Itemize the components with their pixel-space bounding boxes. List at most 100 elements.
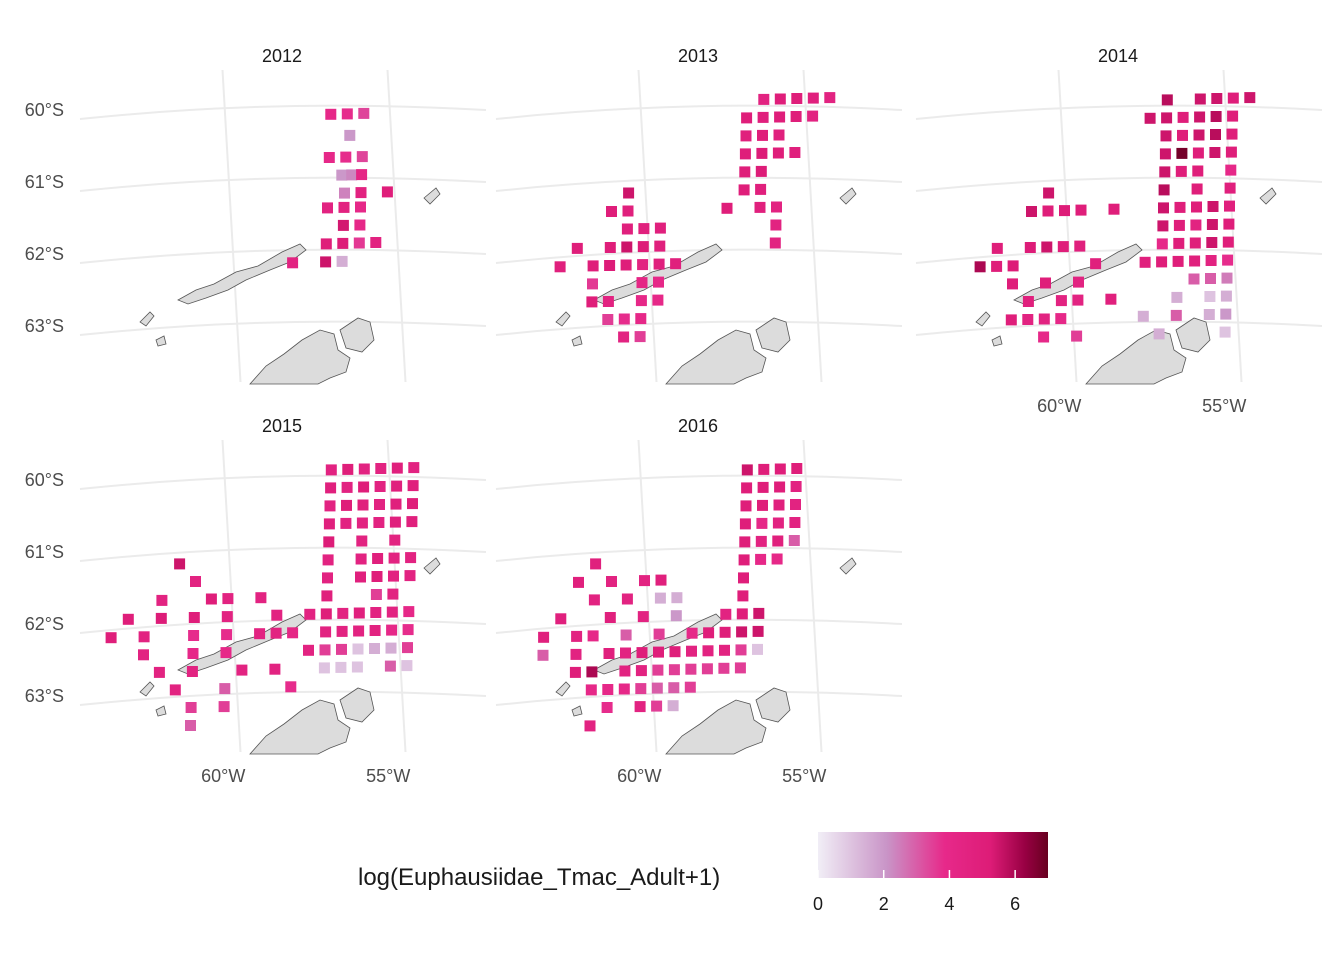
data-cell bbox=[205, 593, 217, 605]
data-cell bbox=[1176, 147, 1188, 159]
grid-parallel bbox=[495, 618, 903, 635]
x-tick-label: 60°W bbox=[617, 766, 661, 786]
y-tick-label: 61°S bbox=[25, 172, 64, 192]
data-cell bbox=[188, 630, 200, 641]
data-cell bbox=[375, 463, 387, 474]
data-cell bbox=[573, 576, 584, 588]
data-cell bbox=[1226, 128, 1238, 140]
data-cell bbox=[356, 151, 368, 163]
data-cell bbox=[271, 609, 283, 621]
data-cell bbox=[736, 608, 748, 620]
data-cell bbox=[752, 643, 763, 655]
data-cell bbox=[1190, 219, 1202, 231]
data-cell bbox=[718, 662, 730, 674]
data-cell bbox=[371, 571, 383, 582]
data-cell bbox=[1191, 201, 1202, 213]
data-cell bbox=[669, 646, 681, 658]
data-cell bbox=[351, 661, 363, 673]
data-cell bbox=[341, 499, 352, 511]
data-cell bbox=[637, 259, 649, 271]
data-cell bbox=[638, 223, 650, 235]
data-cell bbox=[654, 592, 666, 604]
data-cell bbox=[389, 516, 401, 528]
data-cell bbox=[356, 535, 368, 547]
data-cell bbox=[1090, 258, 1102, 270]
landmass bbox=[755, 317, 791, 353]
data-cell bbox=[155, 612, 167, 624]
data-cell bbox=[1022, 296, 1034, 307]
data-cell bbox=[337, 219, 349, 231]
x-tick-label: 55°W bbox=[782, 766, 826, 786]
data-cell bbox=[304, 608, 316, 620]
x-tick-label: 55°W bbox=[366, 766, 410, 786]
data-cell bbox=[1173, 219, 1185, 231]
landmass bbox=[991, 335, 1003, 347]
data-cell bbox=[1137, 310, 1149, 322]
data-cell bbox=[270, 627, 282, 639]
grid-parallel bbox=[495, 474, 903, 491]
data-cell bbox=[639, 575, 650, 587]
data-cell bbox=[634, 331, 646, 343]
data-cell bbox=[404, 570, 416, 582]
landmass bbox=[139, 311, 155, 327]
data-cell bbox=[1211, 93, 1223, 104]
data-cell bbox=[721, 202, 733, 214]
data-cell bbox=[667, 700, 679, 712]
data-cell bbox=[1209, 147, 1221, 158]
data-cell bbox=[772, 147, 784, 159]
data-cell bbox=[587, 630, 599, 642]
data-cell bbox=[741, 482, 753, 494]
data-cell bbox=[321, 590, 333, 602]
data-cell bbox=[287, 627, 299, 639]
landmass bbox=[555, 311, 571, 327]
data-cell bbox=[789, 517, 801, 528]
data-cell bbox=[1139, 256, 1151, 268]
data-cell bbox=[790, 481, 802, 492]
data-cell bbox=[738, 184, 750, 196]
data-cell bbox=[1144, 112, 1156, 124]
data-cell bbox=[791, 463, 803, 474]
data-cell bbox=[652, 664, 664, 676]
data-cell bbox=[1222, 254, 1234, 266]
data-cell bbox=[269, 663, 281, 675]
data-cell bbox=[353, 237, 365, 249]
data-cell bbox=[1191, 183, 1203, 195]
data-cell bbox=[344, 129, 356, 141]
data-cell bbox=[186, 666, 198, 677]
data-cell bbox=[757, 481, 769, 493]
landmass bbox=[571, 705, 583, 717]
data-cell bbox=[652, 294, 664, 306]
data-cell bbox=[653, 258, 665, 270]
data-cell bbox=[355, 201, 366, 213]
data-cell bbox=[336, 625, 348, 637]
data-cell bbox=[1210, 111, 1222, 122]
y-tick-label: 61°S bbox=[25, 542, 64, 562]
data-cell bbox=[1059, 205, 1070, 217]
data-cell bbox=[653, 628, 665, 640]
data-cell bbox=[1175, 165, 1187, 177]
data-cell bbox=[322, 572, 333, 584]
data-cell bbox=[590, 558, 602, 570]
data-cell bbox=[623, 187, 635, 199]
data-cell bbox=[353, 625, 365, 637]
landmass bbox=[665, 699, 767, 755]
data-cell bbox=[587, 260, 599, 272]
data-cell bbox=[236, 664, 248, 676]
data-cell bbox=[1041, 241, 1053, 253]
data-cell bbox=[756, 147, 768, 159]
data-cell bbox=[621, 593, 633, 605]
data-cell bbox=[668, 682, 680, 694]
facet-panel-2012: 2012 60°S 61°S 62°S 63°S bbox=[25, 46, 487, 385]
data-cell bbox=[586, 296, 598, 308]
data-cell bbox=[1192, 147, 1204, 159]
data-cell bbox=[1007, 278, 1018, 290]
data-cell bbox=[636, 277, 648, 289]
data-cell bbox=[190, 576, 201, 587]
facet-panel-2014: 2014 60°W 55°W bbox=[915, 46, 1323, 416]
landmass bbox=[839, 557, 857, 575]
data-cell bbox=[220, 647, 232, 659]
data-cell bbox=[758, 463, 770, 475]
grid-parallel bbox=[79, 474, 487, 491]
data-cell bbox=[391, 462, 403, 474]
data-cell bbox=[218, 701, 230, 713]
